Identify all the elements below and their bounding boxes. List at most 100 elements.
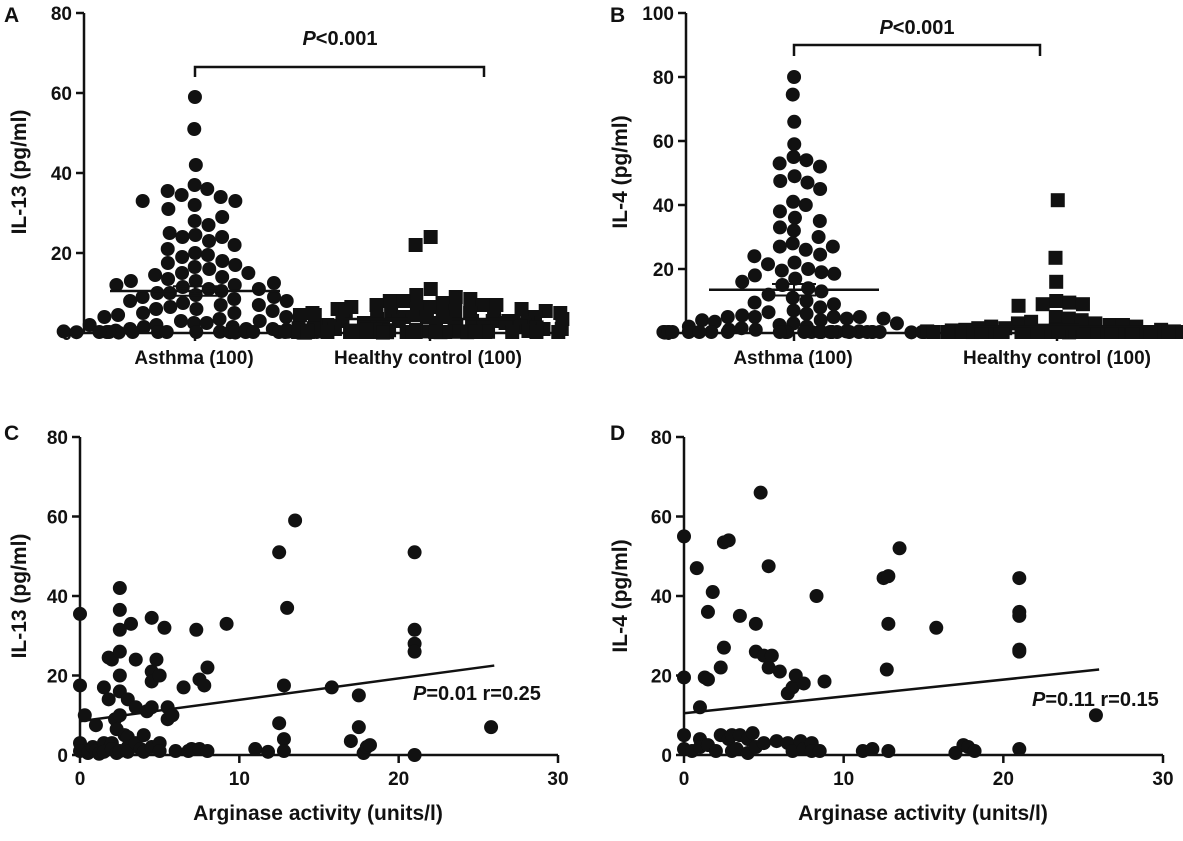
panel-b-point-asthma (735, 274, 750, 289)
panel-a-point-asthma (279, 294, 294, 308)
panel-c-point (362, 738, 377, 753)
panel-c-point (112, 581, 127, 596)
panel-b-point-asthma (748, 322, 763, 337)
panel-a-point-asthma (202, 262, 217, 276)
panel-d-point (929, 620, 944, 635)
panel-d-marks (677, 485, 1103, 761)
panel-a-y-tick-label: 60 (51, 84, 72, 105)
panel-a-point-asthma (149, 302, 164, 316)
panel-a-point-asthma (135, 194, 150, 208)
panel-a-point-asthma (227, 292, 242, 306)
panel-d-point (748, 616, 763, 631)
panel-b-y-tick-label: 60 (653, 132, 674, 153)
panel-b-point-control (1048, 310, 1063, 324)
panel-d-point (713, 660, 728, 675)
panel-a-point-asthma (102, 325, 117, 339)
panel-a-point-control (359, 325, 374, 339)
panel-b-point-asthma (735, 308, 750, 323)
panel-a-point-asthma (187, 90, 202, 104)
panel-a-point-control (345, 325, 360, 339)
panel-a-point-control (514, 302, 529, 316)
panel-c-point (219, 616, 234, 631)
panel-c-point (112, 602, 127, 617)
panel-a-point-asthma (228, 258, 243, 272)
panel-b-point-control (1035, 297, 1050, 312)
panel-a-point-asthma (136, 320, 151, 334)
panel-a-point-asthma (227, 306, 242, 320)
panel-c-point (157, 620, 172, 635)
panel-c-annotation: P=0.01 r=0.25 (413, 683, 541, 705)
panel-a-point-control (448, 290, 463, 304)
panel-d-point (881, 616, 896, 631)
panel-a-point-asthma (201, 218, 216, 232)
panel-b-point-asthma (799, 294, 814, 308)
panel-b-point-control (1050, 193, 1065, 208)
panel-a-point-asthma (162, 286, 177, 300)
panel-b-point-asthma (747, 249, 762, 264)
panel-b-point-asthma (720, 325, 735, 339)
panel-d-point (677, 670, 691, 685)
panel-c-point (123, 616, 138, 631)
panel-d-point (772, 664, 787, 679)
panel-b-point-control (1104, 325, 1119, 339)
panel-b-point-asthma (787, 169, 802, 184)
panel-b-point-asthma (786, 223, 801, 238)
panel-b-p-value: P<0.001 (879, 17, 954, 39)
panel-a-point-asthma (251, 298, 266, 312)
panel-a-point-control (300, 325, 315, 339)
panel-d-point (1012, 644, 1027, 659)
panel-a-point-asthma (188, 246, 203, 260)
panel-d-point (745, 726, 760, 741)
panel-d-point (967, 744, 982, 759)
panel-c-point (288, 513, 303, 528)
panel-d-y-tick-label: 40 (651, 587, 672, 608)
panel-a-point-asthma (150, 286, 165, 300)
panel-d-point (732, 608, 747, 623)
panel-d-point (1012, 571, 1027, 586)
panel-c-point (200, 660, 215, 675)
panel-c-x-axis: 0 10 20 30 (75, 753, 569, 790)
panel-b-point-asthma (788, 271, 803, 286)
panel-b-point-asthma (761, 305, 776, 320)
panel-a-point-asthma (92, 325, 107, 339)
panel-a-point-control (423, 230, 438, 244)
panel-letter-b: B (610, 4, 625, 27)
panel-c-point (101, 692, 116, 707)
panel-a-point-asthma (125, 325, 140, 339)
panel-d-y-tick-label: 20 (651, 667, 672, 688)
panel-b-point-asthma (704, 325, 719, 339)
panel-a-point-asthma (212, 312, 227, 326)
panel-d-annotation: P=0.11 r=0.15 (1032, 689, 1159, 711)
panel-c-point (280, 600, 295, 615)
panel-b-point-asthma (692, 325, 707, 339)
panel-b-point-asthma (811, 230, 826, 244)
panel-b-point-asthma (761, 287, 776, 302)
panel-d-point (817, 674, 832, 689)
panel-c-point (88, 718, 103, 733)
panel-a-point-control (505, 325, 520, 339)
panel-d-point (761, 660, 776, 675)
panel-a-point-control (369, 298, 384, 312)
panel-c-point (272, 545, 287, 560)
panel-a-category-label-control: Healthy control (100) (334, 348, 522, 369)
panel-d-point (708, 744, 723, 759)
panel-c-point (165, 708, 180, 723)
panel-d-point (796, 676, 811, 691)
panel-d-point (879, 662, 894, 677)
panel-c-point (407, 748, 422, 762)
panel-b-point-control (1076, 325, 1091, 339)
panel-b-point-asthma (860, 325, 875, 339)
panel-b: B IL-4 (pg/ml) 020406080100 Asthma (100)… (609, 4, 1183, 369)
panel-a-point-asthma (160, 256, 175, 270)
panel-c-x-tick-label: 10 (229, 769, 250, 790)
panel-b-marks (656, 70, 1183, 340)
panel-a-point-asthma (213, 190, 228, 204)
panel-letter-a: A (4, 4, 19, 27)
panel-d-point (785, 680, 800, 695)
panel-c-point (484, 720, 499, 735)
panel-b-point-asthma (747, 268, 762, 283)
panel-a-point-asthma (188, 228, 203, 242)
panel-a-point-asthma (136, 306, 151, 320)
panel-b-point-control (952, 325, 967, 339)
panel-a-point-control (382, 294, 397, 308)
